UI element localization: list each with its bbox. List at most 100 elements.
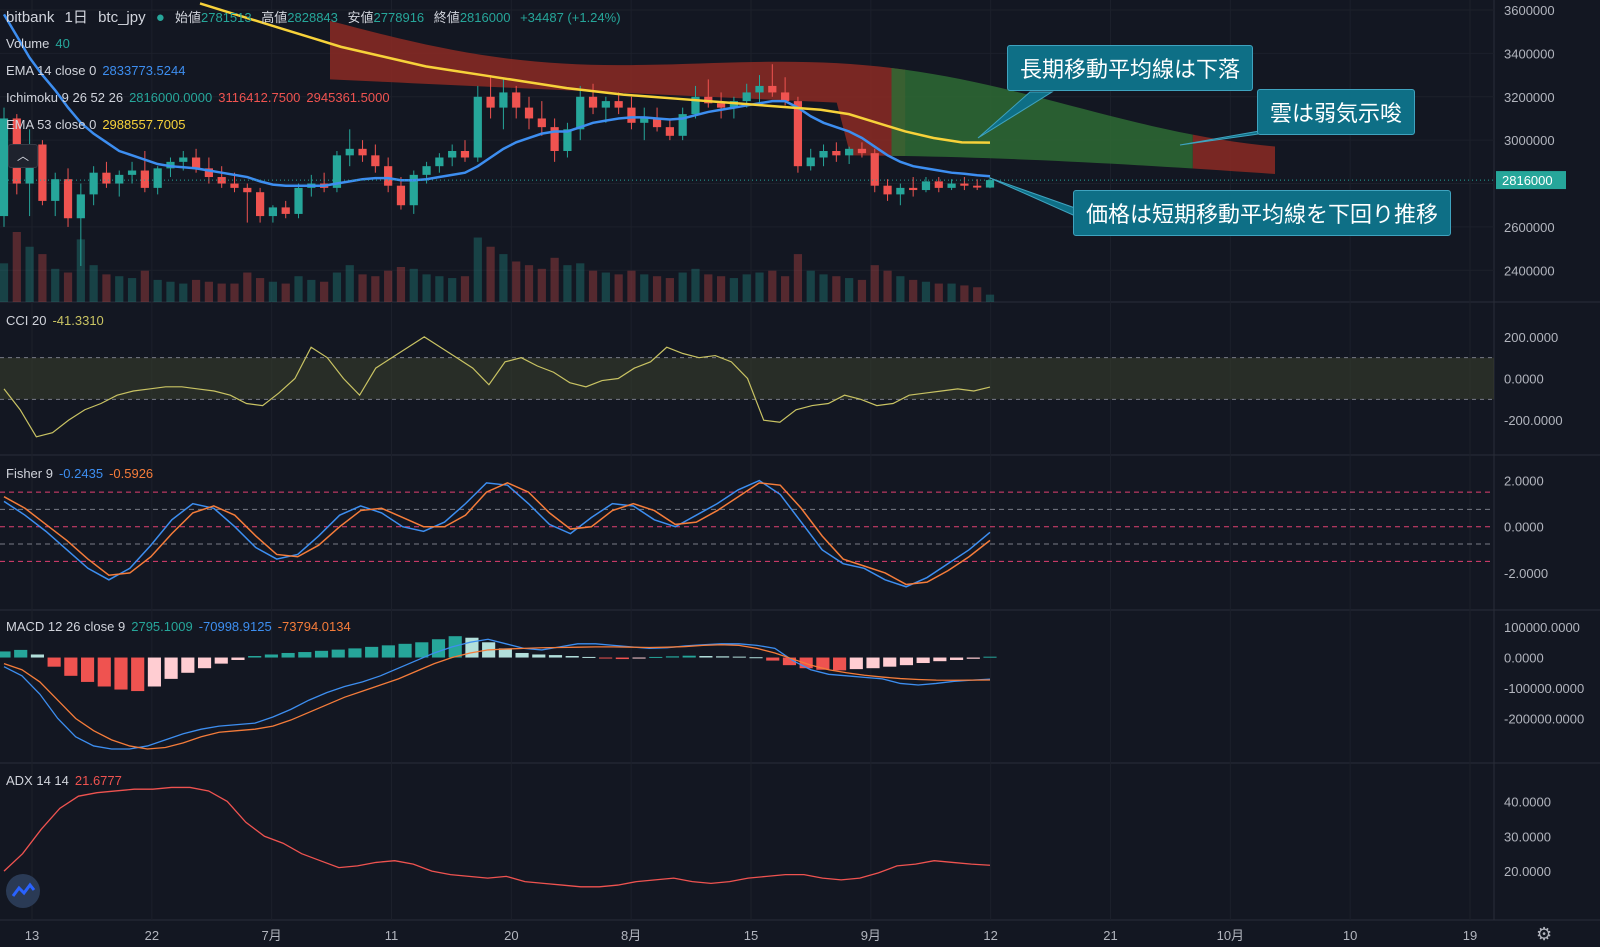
candle-body — [781, 92, 790, 102]
legend-ichimoku[interactable]: Ichimoku 9 26 52 26 2816000.0000 3116412.7… — [6, 90, 396, 105]
settings-gear-icon[interactable]: ⚙ — [1536, 924, 1553, 944]
candle-body — [678, 114, 687, 136]
volume-bar — [12, 232, 21, 302]
volume-bar — [652, 276, 662, 302]
price-tick-label: 3400000 — [1504, 46, 1555, 61]
indicator-panes — [0, 336, 1494, 888]
candle-body — [883, 185, 892, 195]
legend-ema14[interactable]: EMA 14 close 0 2833773.5244 — [6, 63, 191, 78]
macd-histogram-bar — [632, 657, 646, 659]
volume-bar — [614, 274, 623, 302]
candle-body — [985, 180, 995, 188]
price-tick-label: 3600000 — [1504, 3, 1555, 18]
annotation-price-short-ma[interactable]: 価格は短期移動平均線を下回り推移 — [1073, 190, 1452, 236]
macd-histogram-bar — [849, 657, 863, 670]
volume-bar — [973, 287, 982, 302]
volume-bar — [921, 281, 931, 302]
adx-line — [3, 786, 991, 888]
legend-macd[interactable]: MACD 12 26 close 9 2795.1009 -70998.9125 -7… — [6, 619, 357, 634]
symbol-name[interactable]: btc_jpy — [98, 9, 146, 26]
macd-histogram-bar — [415, 642, 429, 658]
macd-histogram-bar — [80, 657, 95, 682]
volume-bar — [588, 270, 598, 302]
legend-volume[interactable]: Volume 40 — [6, 36, 76, 51]
volume-bar — [499, 254, 508, 302]
macd-legend-value-2: -70998.9125 — [198, 619, 272, 634]
fisher-tick-label: 2.0000 — [1504, 474, 1544, 489]
volume-bar — [870, 265, 879, 302]
volume-bar — [332, 272, 342, 302]
ema14-legend-value: 2833773.5244 — [102, 63, 186, 78]
annotation-long-ma[interactable]: 長期移動平均線は下落 — [1007, 45, 1254, 91]
macd-histogram-bar — [281, 652, 295, 658]
volume-bar — [563, 265, 572, 302]
exchange-name[interactable]: bitbank — [6, 9, 55, 26]
macd-histogram-bar — [114, 657, 128, 690]
macd-legend-name: MACD 12 26 close 9 — [6, 619, 126, 634]
macd-histogram-bar — [565, 656, 579, 658]
candle-body — [268, 207, 278, 217]
macd-histogram-bar — [749, 657, 763, 659]
candle-body — [191, 157, 201, 169]
volume-bar — [806, 270, 815, 302]
volume-legend-value: 40 — [55, 36, 70, 51]
candle-body — [102, 172, 111, 184]
candle-body — [588, 96, 598, 108]
candle-body — [332, 155, 342, 188]
candle-body — [576, 96, 585, 130]
macd-legend-value-3: -73794.0134 — [277, 619, 351, 634]
open-label: 始値 — [175, 10, 202, 25]
macd-histogram-bar — [682, 655, 696, 658]
x-tick-label: 21 — [1103, 928, 1117, 943]
volume-bar — [537, 268, 546, 302]
annotation-cloud[interactable]: 雲は弱気示唆 — [1257, 89, 1416, 135]
ichimoku-legend-value-2: 3116412.7500 — [218, 90, 301, 105]
candle-body — [934, 181, 943, 188]
legend-adx[interactable]: ADX 14 14 21.6777 — [6, 773, 128, 788]
macd-histogram-bar — [197, 657, 212, 669]
collapse-legend-button[interactable]: ︿ — [8, 144, 38, 168]
macd-histogram-bar — [950, 657, 964, 660]
candle-body — [51, 179, 60, 201]
macd-histogram-bar — [348, 648, 362, 658]
candle-body — [806, 157, 815, 167]
volume-bar — [883, 270, 892, 302]
macd-histogram-bar — [431, 639, 446, 658]
macd-histogram-bar — [782, 657, 797, 666]
legend-fisher[interactable]: Fisher 9 -0.2435 -0.5926 — [6, 466, 159, 481]
open-value: 2781513 — [201, 10, 252, 25]
volume-bar — [127, 278, 137, 302]
volume-bar — [845, 278, 854, 302]
ema53-line — [199, 2, 991, 144]
macd-histogram-bar — [0, 651, 11, 658]
x-tick-label: 15 — [744, 928, 758, 943]
candle-body — [768, 85, 777, 93]
candle-body — [614, 101, 623, 108]
volume-bar — [51, 268, 60, 302]
legend-ema53[interactable]: EMA 53 close 0 2988557.7005 — [6, 117, 191, 132]
macd-histogram-bar — [248, 656, 262, 658]
tradingview-logo-icon[interactable] — [6, 874, 40, 908]
volume-bar — [960, 285, 969, 302]
fisher-legend-name: Fisher 9 — [6, 466, 53, 481]
legend-cci[interactable]: CCI 20 -41.3310 — [6, 313, 110, 328]
cci-legend-value: -41.3310 — [52, 313, 104, 328]
volume-bar — [716, 276, 726, 302]
candle-body — [0, 118, 9, 217]
candle-body — [499, 92, 508, 108]
volume-bar — [371, 276, 380, 302]
close-label: 終値 — [433, 10, 460, 25]
x-tick-label: 8月 — [621, 928, 641, 943]
cloud-bearish-tail — [1192, 134, 1275, 174]
volume-bar — [691, 268, 700, 302]
macd-histogram-bar — [866, 657, 880, 669]
macd-histogram-bar — [448, 636, 462, 658]
ichimoku-legend-value-1: 2816000.0000 — [129, 90, 213, 105]
volume-bar — [678, 272, 687, 302]
interval-label[interactable]: 1日 — [64, 9, 88, 26]
price-tick-label: 2400000 — [1504, 263, 1555, 278]
x-tick-label: 13 — [25, 928, 39, 943]
candle-body — [921, 181, 931, 191]
x-tick-label: 10月 — [1217, 928, 1244, 943]
cci-line — [3, 336, 991, 438]
